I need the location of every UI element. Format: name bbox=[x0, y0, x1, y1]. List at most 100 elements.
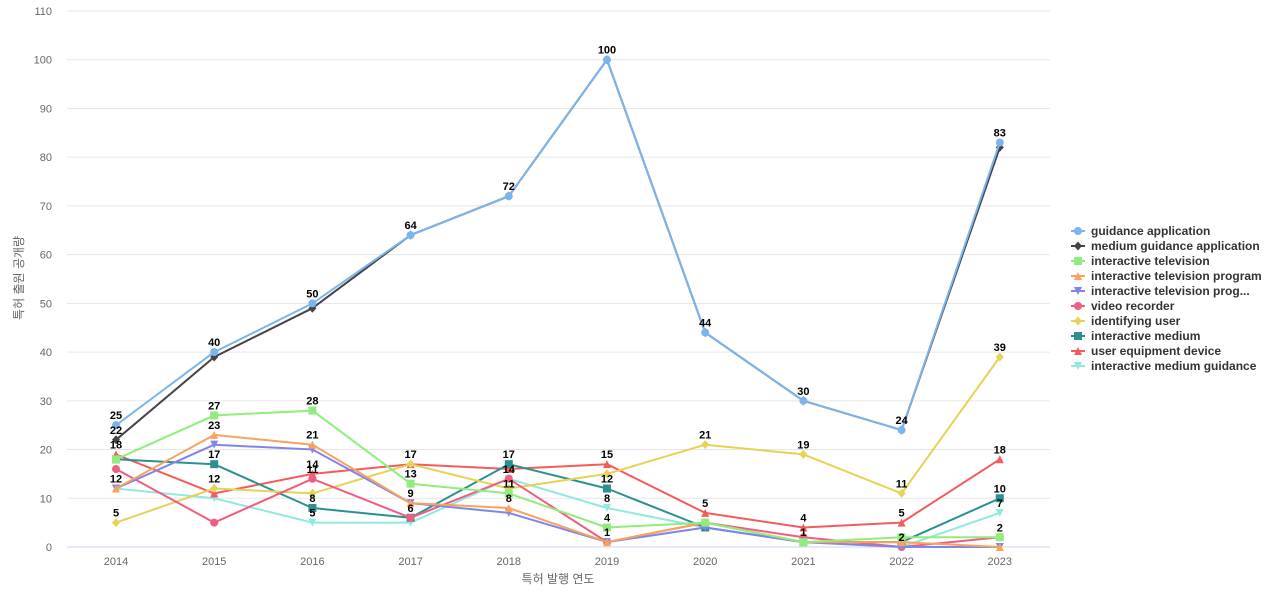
data-label: 14 bbox=[503, 464, 516, 476]
series-0 bbox=[112, 55, 1004, 435]
data-label: 24 bbox=[895, 415, 908, 427]
legend-marker-icon bbox=[1074, 332, 1082, 340]
legend-marker-icon bbox=[1074, 272, 1082, 280]
legend-label: video recorder bbox=[1091, 299, 1175, 313]
data-label: 6 bbox=[408, 503, 414, 515]
series-3 bbox=[112, 430, 1004, 551]
data-point bbox=[308, 440, 317, 449]
legend-label: interactive television program bbox=[1091, 269, 1262, 283]
data-label: 39 bbox=[994, 342, 1006, 354]
data-point bbox=[112, 455, 120, 464]
data-point bbox=[210, 518, 219, 527]
legend-marker-icon bbox=[1074, 347, 1082, 355]
data-point bbox=[603, 538, 611, 547]
data-label: 8 bbox=[309, 493, 315, 505]
data-point bbox=[701, 518, 710, 527]
data-label: 64 bbox=[404, 220, 417, 232]
data-point bbox=[308, 488, 317, 498]
data-point bbox=[799, 538, 808, 547]
data-point bbox=[603, 460, 611, 469]
x-tick-label: 2023 bbox=[988, 556, 1012, 568]
data-point bbox=[897, 488, 906, 498]
data-point bbox=[701, 508, 710, 517]
legend-marker-icon bbox=[1074, 227, 1082, 235]
y-tick-label: 50 bbox=[40, 298, 52, 310]
series-line bbox=[115, 453, 1001, 529]
legend-marker-icon bbox=[1074, 362, 1082, 370]
data-label: 83 bbox=[994, 128, 1006, 140]
data-point bbox=[406, 479, 415, 488]
data-point bbox=[603, 504, 611, 513]
series-line bbox=[115, 58, 1001, 432]
data-label: 72 bbox=[503, 181, 515, 193]
legend-item[interactable]: interactive medium bbox=[1071, 329, 1200, 343]
y-tick-label: 70 bbox=[40, 201, 52, 213]
legend-label: interactive television bbox=[1091, 254, 1210, 268]
data-label: 18 bbox=[110, 439, 122, 451]
data-label: 44 bbox=[699, 318, 712, 330]
x-tick-label: 2021 bbox=[791, 556, 815, 568]
data-point bbox=[897, 538, 906, 547]
series-line bbox=[115, 458, 1001, 544]
data-label: 5 bbox=[113, 508, 119, 520]
data-label: 50 bbox=[306, 288, 318, 300]
data-point bbox=[603, 55, 611, 64]
series-6 bbox=[112, 352, 1004, 528]
data-label: 19 bbox=[797, 439, 809, 451]
legend-marker-icon bbox=[1074, 241, 1082, 251]
y-tick-label: 20 bbox=[40, 445, 52, 457]
data-label: 5 bbox=[702, 498, 708, 510]
data-label: 15 bbox=[601, 449, 613, 461]
data-point bbox=[701, 440, 710, 450]
data-point bbox=[995, 138, 1004, 147]
data-point bbox=[210, 460, 219, 469]
data-point bbox=[504, 192, 513, 201]
data-point bbox=[995, 543, 1004, 551]
data-point bbox=[308, 518, 317, 527]
data-point bbox=[112, 435, 120, 445]
series-1 bbox=[112, 55, 1004, 445]
data-point bbox=[504, 504, 513, 513]
data-label: 5 bbox=[899, 508, 905, 520]
legend-label: interactive medium guidance bbox=[1091, 359, 1257, 373]
legend-item[interactable]: medium guidance application bbox=[1071, 239, 1260, 253]
series-layer bbox=[112, 55, 1004, 551]
data-label: 7 bbox=[997, 498, 1003, 510]
data-point bbox=[701, 328, 710, 337]
data-label: 18 bbox=[994, 444, 1006, 456]
legend-item[interactable]: identifying user bbox=[1071, 314, 1181, 328]
data-point bbox=[603, 469, 611, 479]
legend-item[interactable]: user equipment device bbox=[1071, 344, 1221, 358]
data-point bbox=[112, 518, 120, 528]
data-point bbox=[210, 348, 219, 357]
legend-item[interactable]: video recorder bbox=[1071, 299, 1175, 313]
series-4 bbox=[112, 440, 1004, 551]
data-label: 1 bbox=[604, 527, 610, 539]
x-tick-label: 2020 bbox=[693, 556, 717, 568]
data-point bbox=[210, 484, 219, 494]
data-point bbox=[995, 352, 1004, 362]
legend-item[interactable]: interactive television prog... bbox=[1071, 284, 1250, 298]
data-point bbox=[308, 406, 317, 415]
data-label: 21 bbox=[306, 430, 318, 442]
legend-item[interactable]: guidance application bbox=[1071, 224, 1210, 238]
data-label: 11 bbox=[896, 478, 908, 490]
data-label: 21 bbox=[699, 430, 711, 442]
y-tick-label: 40 bbox=[40, 347, 52, 359]
legend-marker-icon bbox=[1074, 302, 1082, 310]
legend-item[interactable]: interactive medium guidance bbox=[1071, 359, 1257, 373]
data-point bbox=[504, 460, 513, 469]
legend-item[interactable]: interactive television bbox=[1071, 254, 1210, 268]
data-point bbox=[995, 508, 1004, 517]
x-tick-label: 2019 bbox=[595, 556, 619, 568]
data-label: 17 bbox=[503, 449, 515, 461]
data-label: 30 bbox=[797, 386, 809, 398]
legend-item[interactable]: interactive television program bbox=[1071, 269, 1262, 283]
y-tick-label: 0 bbox=[46, 542, 52, 554]
data-label: 1 bbox=[800, 527, 806, 539]
data-label: 17 bbox=[404, 449, 416, 461]
legend-label: guidance application bbox=[1091, 224, 1210, 238]
y-tick-label: 80 bbox=[40, 152, 52, 164]
